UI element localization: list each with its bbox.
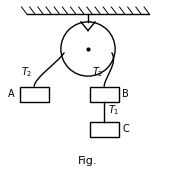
Bar	[90, 122, 119, 136]
Text: A: A	[8, 89, 14, 99]
Bar	[90, 87, 119, 102]
Bar	[20, 87, 49, 102]
Text: Fig.: Fig.	[78, 156, 98, 166]
Text: $T_1$: $T_1$	[108, 103, 119, 117]
Text: $T_2$: $T_2$	[21, 65, 33, 79]
Text: B: B	[122, 89, 129, 99]
Text: C: C	[122, 124, 129, 134]
Text: $T_2$: $T_2$	[92, 65, 103, 79]
